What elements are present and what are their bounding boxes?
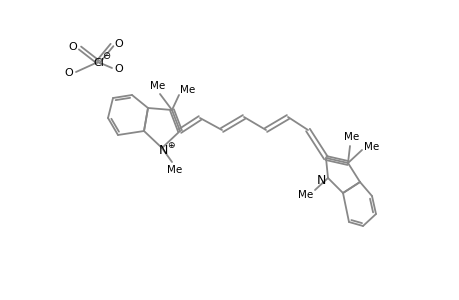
Text: Me: Me — [150, 81, 165, 91]
Text: N: N — [316, 175, 325, 188]
Text: Me: Me — [344, 132, 359, 142]
Text: O: O — [114, 64, 123, 74]
Text: O: O — [68, 42, 77, 52]
Text: ⊕: ⊕ — [167, 142, 174, 151]
Text: Me: Me — [364, 142, 379, 152]
Text: Cl: Cl — [93, 58, 104, 68]
Text: Me: Me — [167, 165, 182, 175]
Text: ⊖: ⊖ — [102, 51, 110, 61]
Text: O: O — [64, 68, 73, 78]
Text: O: O — [114, 39, 123, 49]
Text: Me: Me — [180, 85, 195, 95]
Text: Me: Me — [298, 190, 313, 200]
Text: N: N — [158, 143, 168, 157]
